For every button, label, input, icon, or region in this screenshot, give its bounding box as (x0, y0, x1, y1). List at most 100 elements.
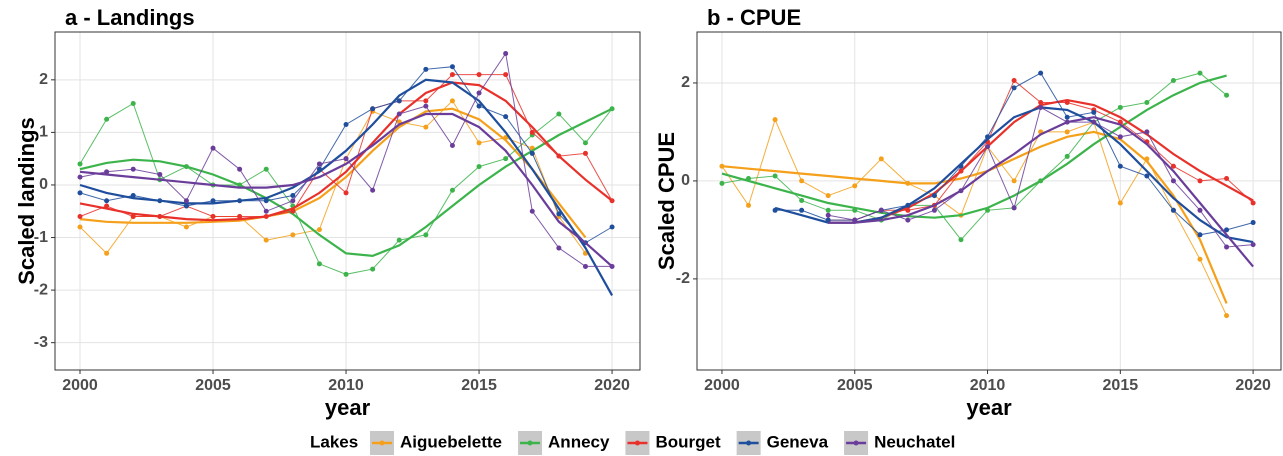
data-point (263, 208, 269, 214)
data-point (1091, 109, 1097, 115)
data-point (1144, 129, 1150, 135)
data-point (1170, 207, 1176, 213)
data-point (104, 116, 110, 122)
legend-label: Aiguebelette (400, 432, 502, 451)
data-point (396, 237, 402, 243)
panel-border (696, 31, 1282, 371)
data-point (1170, 178, 1176, 184)
data-point (1197, 178, 1203, 184)
data-point (958, 237, 964, 243)
data-point (343, 122, 349, 128)
data-point (556, 245, 562, 251)
data-point (476, 90, 482, 96)
legend-label: Geneva (767, 432, 829, 451)
data-point (77, 214, 83, 220)
data-point (423, 124, 429, 130)
data-point (1224, 244, 1230, 250)
data-point (104, 169, 110, 175)
data-point (343, 271, 349, 277)
data-point (237, 166, 243, 172)
data-point (77, 224, 83, 230)
y-tick-label: -1 (34, 229, 48, 246)
panel (697, 32, 1281, 370)
data-point (931, 193, 937, 199)
data-point (1224, 175, 1230, 181)
data-point (423, 103, 429, 109)
data-point (1011, 77, 1017, 83)
data-point (396, 111, 402, 117)
data-point (290, 198, 296, 204)
y-tick-label: -2 (34, 281, 48, 298)
legend-item: Bourget (625, 431, 721, 455)
data-point (529, 129, 535, 135)
data-point (237, 214, 243, 220)
data-point (104, 198, 110, 204)
data-point (582, 140, 588, 146)
data-point (1064, 114, 1070, 120)
fit-line (721, 130, 1228, 304)
data-point (104, 250, 110, 256)
data-point (449, 98, 455, 104)
fit-line (79, 112, 613, 268)
legend-label: Annecy (548, 432, 610, 451)
data-point (1224, 92, 1230, 98)
legend-dot (634, 440, 640, 446)
x-tick-label: 2005 (195, 377, 231, 394)
panel-border (54, 31, 641, 371)
data-point (825, 207, 831, 213)
data-point (985, 144, 991, 150)
x-tick-label: 2010 (970, 377, 1006, 394)
data-point (609, 224, 615, 230)
data-point (931, 207, 937, 213)
data-point (529, 208, 535, 214)
data-point (316, 161, 322, 167)
x-tick-label: 2010 (328, 377, 364, 394)
raw-line (721, 72, 1227, 241)
data-point (799, 178, 805, 184)
fit-line (79, 81, 613, 222)
data-point (130, 100, 136, 106)
x-tick-label: 2005 (837, 377, 873, 394)
data-point (183, 198, 189, 204)
data-point (852, 217, 858, 223)
data-point (1144, 100, 1150, 106)
data-point (772, 117, 778, 123)
data-point (343, 156, 349, 162)
x-axis-title: year (325, 395, 371, 420)
legend-dot (527, 440, 533, 446)
data-point (825, 212, 831, 218)
data-point (476, 72, 482, 78)
data-point (130, 192, 136, 198)
data-point (1197, 232, 1203, 238)
legend-item: Aiguebelette (370, 431, 502, 455)
data-point (449, 143, 455, 149)
data-point (476, 164, 482, 170)
data-point (1117, 104, 1123, 110)
data-point (1224, 313, 1230, 319)
legend-label: Bourget (655, 432, 721, 451)
data-point (719, 163, 725, 169)
x-tick-label: 2000 (62, 377, 98, 394)
data-point (905, 217, 911, 223)
data-point (1170, 77, 1176, 83)
data-point (556, 211, 562, 217)
fit-line (828, 116, 1254, 268)
raw-line (79, 100, 586, 255)
data-point (130, 214, 136, 220)
chart-title: b - CPUE (707, 5, 801, 30)
chart-title: a - Landings (65, 5, 195, 30)
y-tick-label: 0 (681, 172, 690, 189)
legend-dot (379, 440, 385, 446)
legend-dot (746, 440, 752, 446)
data-point (529, 150, 535, 156)
data-point (290, 232, 296, 238)
data-point (1038, 70, 1044, 76)
x-tick-label: 2020 (1235, 377, 1271, 394)
y-tick-label: 0 (39, 176, 48, 193)
data-point (1117, 200, 1123, 206)
data-point (1011, 205, 1017, 211)
data-point (157, 171, 163, 177)
data-point (582, 263, 588, 269)
data-point (799, 207, 805, 213)
data-point (1117, 134, 1123, 140)
